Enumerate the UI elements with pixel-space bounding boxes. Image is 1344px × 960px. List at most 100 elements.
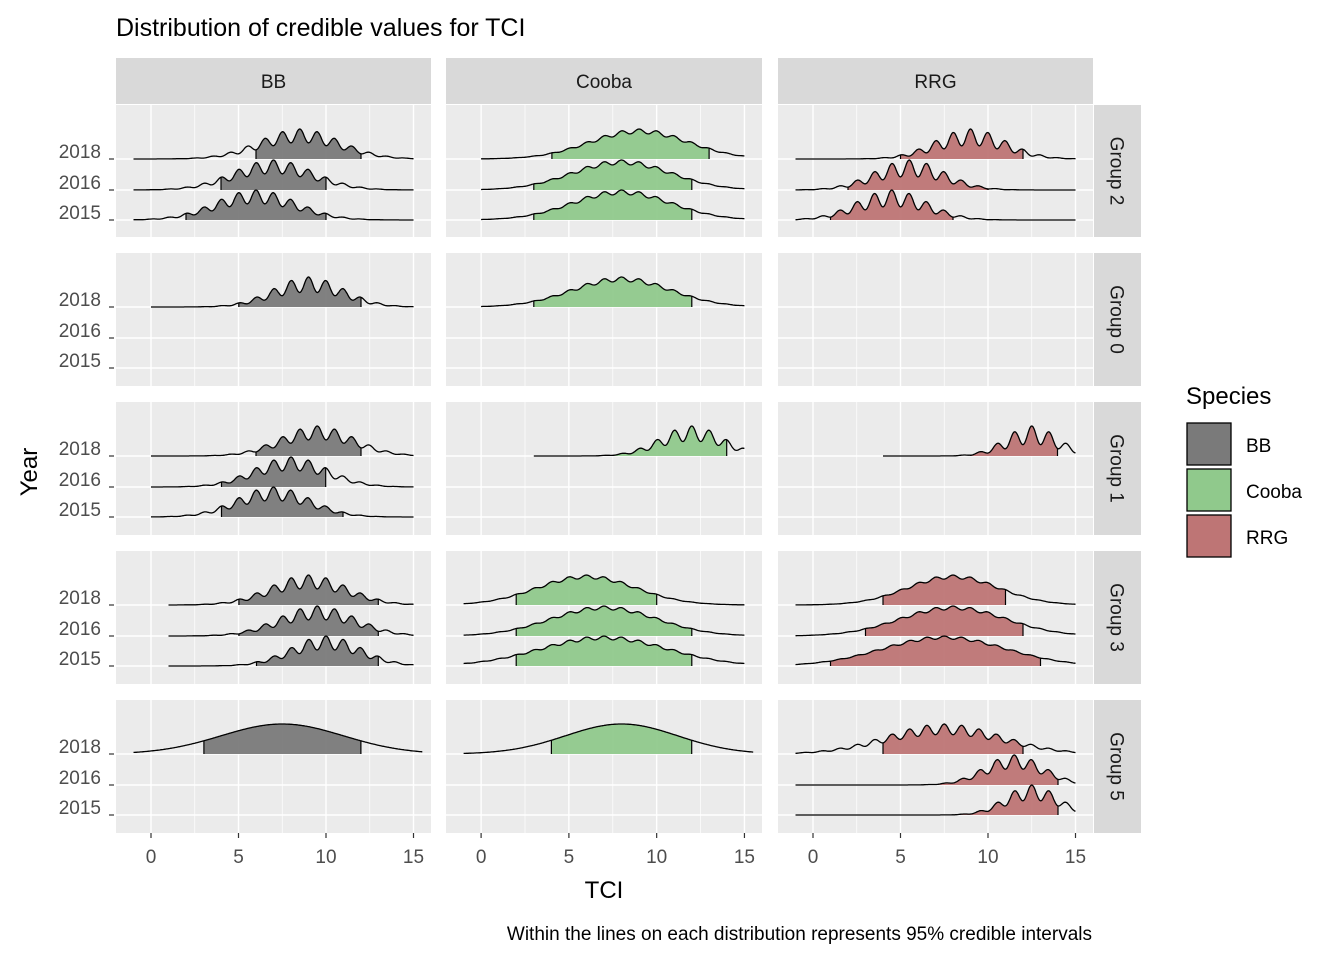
ridge-line-bb-group-3-2016: [168, 605, 414, 637]
x-tick-label-10: 10: [646, 847, 667, 868]
ridge-line-cooba-group-5-2018: [463, 723, 754, 755]
panel-cooba-group-1: [446, 402, 762, 535]
x-tick-label-0: 0: [808, 847, 819, 868]
ridge-fill-rrg-group-5-2016: [935, 755, 1058, 785]
ridge-line-cooba-group-3-2015: [463, 635, 745, 665]
ridge-fill-bb-group-2-2015: [186, 190, 326, 220]
ridge-fill-bb-group-3-2016: [238, 606, 379, 636]
ridge-line-cooba-group-0-2018: [481, 276, 745, 308]
legend-label-bb: BB: [1246, 436, 1271, 457]
x-tick-label-5: 5: [564, 847, 575, 868]
strip-rrg: [778, 58, 1093, 104]
y-tick-label-2018: 2018: [59, 737, 101, 758]
legend-key-bb: [1186, 422, 1232, 466]
x-tick-label-10: 10: [977, 847, 998, 868]
facet-panels: BB Cooba RRG Group 2 2015 2016 2018 Group 0 2015…: [59, 58, 1141, 868]
ridge-fill-bb-group-1-2016: [221, 457, 326, 487]
panel-bb-group-5: [116, 700, 431, 833]
ridge-line-rrg-group-3-2016: [795, 605, 1076, 637]
ridge-fill-rrg-group-3-2018: [883, 575, 1006, 605]
y-tick-label-2015: 2015: [59, 649, 101, 670]
ridge-fill-bb-group-3-2015: [256, 636, 379, 666]
ridge-line-rrg-group-5-2018: [795, 723, 1076, 754]
ridge-fill-cooba-group-5-2018: [551, 724, 692, 754]
ridge-line-bb-group-3-2018: [168, 574, 414, 606]
x-axis-title: TCI: [585, 877, 624, 904]
legend-title: Species: [1186, 383, 1271, 410]
panel-rrg-group-0: [778, 253, 1093, 386]
y-tick-label-2018: 2018: [59, 439, 101, 460]
ridge-line-bb-group-1-2016: [151, 456, 414, 488]
ridge-line-rrg-group-3-2015: [795, 635, 1076, 666]
panel-bb-group-0: [116, 253, 431, 386]
strip-label-group-0: Group 0: [1106, 285, 1127, 354]
ridge-line-bb-group-0-2018: [151, 276, 414, 308]
strip-label-group-3: Group 3: [1106, 583, 1127, 652]
strip-group-5: [1094, 700, 1141, 833]
y-tick-label-2016: 2016: [59, 768, 101, 789]
ridge-fill-bb-group-2-2018: [256, 129, 361, 159]
y-tick-label-2016: 2016: [59, 470, 101, 491]
ridge-line-bb-group-2-2015: [133, 189, 414, 221]
ridge-fill-bb-group-0-2018: [238, 277, 361, 307]
ridge-fill-bb-group-3-2018: [238, 575, 379, 605]
ridge-fill-cooba-group-3-2015: [516, 636, 692, 666]
ridge-fill-bb-group-1-2015: [221, 487, 343, 517]
strip-label-group-1: Group 1: [1106, 434, 1127, 503]
ridge-fill-bb-group-1-2018: [256, 426, 361, 456]
y-tick-label-2018: 2018: [59, 290, 101, 311]
strip-group-1: [1094, 402, 1141, 535]
ridge-fill-rrg-group-2-2016: [848, 160, 988, 190]
ridge-fill-bb-group-5-2018: [203, 724, 361, 754]
strip-group-3: [1094, 551, 1141, 684]
panel-cooba-group-0: [446, 253, 762, 386]
legend-key-rrg: [1186, 514, 1232, 558]
ridge-line-bb-group-3-2015: [168, 635, 414, 667]
ridge-line-cooba-group-2-2015: [481, 189, 745, 221]
y-tick-label-2018: 2018: [59, 142, 101, 163]
strip-label-group-2: Group 2: [1106, 137, 1127, 206]
x-tick-label-10: 10: [315, 847, 336, 868]
legend-label-cooba: Cooba: [1246, 482, 1302, 503]
ridge-fill-rrg-group-5-2015: [953, 785, 1058, 815]
chart-title: Distribution of credible values for TCI: [116, 14, 525, 42]
y-tick-label-2015: 2015: [59, 203, 101, 224]
x-tick-label-5: 5: [895, 847, 906, 868]
ridge-line-rrg-group-2-2016: [795, 159, 1076, 191]
ridge-line-cooba-group-2-2016: [481, 159, 745, 191]
ridge-fill-bb-group-2-2016: [221, 160, 326, 190]
ridge-fill-cooba-group-3-2018: [516, 575, 657, 605]
ridge-line-bb-group-1-2018: [151, 425, 414, 457]
y-tick-label-2018: 2018: [59, 588, 101, 609]
ridge-fill-cooba-group-3-2016: [516, 606, 692, 636]
panel-cooba-group-5: [446, 700, 762, 833]
ridge-fill-rrg-group-2-2018: [900, 129, 1023, 159]
y-axis-title: Year: [16, 448, 43, 497]
legend: Species BB Cooba RRG: [1186, 383, 1302, 558]
strip-cooba: [446, 58, 762, 104]
x-tick-label-5: 5: [233, 847, 244, 868]
ridge-line-bb-group-2-2016: [133, 159, 414, 191]
y-tick-label-2015: 2015: [59, 798, 101, 819]
ridge-fill-rrg-group-1-2018: [970, 426, 1058, 456]
ridge-line-rrg-group-2-2015: [795, 189, 1076, 221]
legend-key-cooba: [1186, 468, 1232, 512]
ridge-line-rrg-group-3-2018: [795, 574, 1076, 606]
ridge-line-bb-group-2-2018: [133, 128, 414, 160]
x-tick-label-0: 0: [146, 847, 157, 868]
panel-rrg-group-1: [778, 402, 1093, 535]
strip-group-2: [1094, 105, 1141, 237]
legend-label-rrg: RRG: [1246, 528, 1288, 549]
y-tick-label-2015: 2015: [59, 351, 101, 372]
y-tick-label-2016: 2016: [59, 321, 101, 342]
x-tick-label-15: 15: [734, 847, 755, 868]
caption: Within the lines on each distribution re…: [507, 924, 1092, 945]
ridge-line-rrg-group-1-2018: [883, 425, 1076, 457]
y-tick-label-2016: 2016: [59, 619, 101, 640]
ridge-line-cooba-group-1-2018: [533, 425, 745, 457]
y-tick-label-2015: 2015: [59, 500, 101, 521]
ridge-line-bb-group-1-2015: [151, 486, 414, 518]
ridge-line-rrg-group-2-2018: [795, 128, 1076, 160]
ridge-line-cooba-group-3-2018: [463, 574, 745, 606]
x-tick-label-15: 15: [1065, 847, 1086, 868]
